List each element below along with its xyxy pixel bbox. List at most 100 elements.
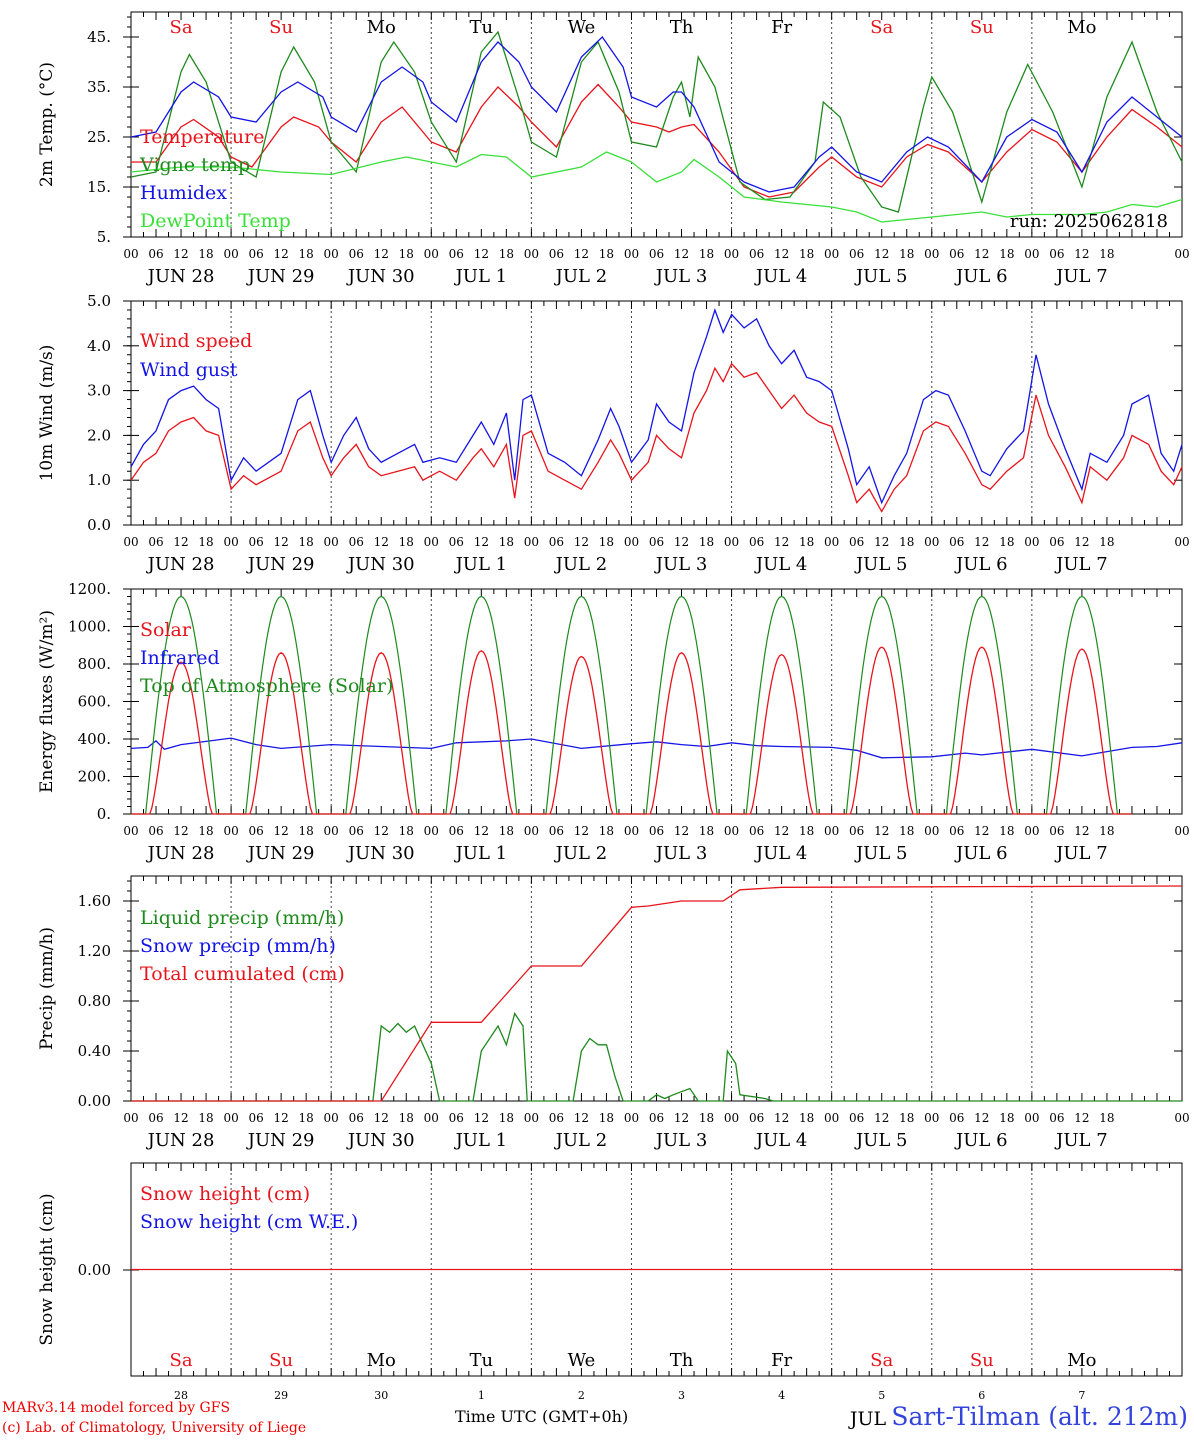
- hour-label: 06: [749, 247, 764, 261]
- hour-label: 12: [974, 535, 989, 549]
- hour-label: 06: [148, 824, 163, 838]
- day-name-bottom: Sa: [170, 1350, 193, 1371]
- day-number: 4: [778, 1389, 785, 1402]
- hour-label: 06: [148, 1111, 163, 1125]
- hour-label: 06: [349, 1111, 364, 1125]
- date-label: JUN 28: [146, 1130, 215, 1151]
- hour-label: 12: [1074, 247, 1089, 261]
- hour-label: 06: [949, 824, 964, 838]
- day-number: 28: [174, 1389, 188, 1402]
- hour-label: 00: [1174, 824, 1189, 838]
- legend-entry: Snow height (cm): [140, 1183, 310, 1205]
- y-tick-label: 0.0: [87, 516, 111, 534]
- hour-label: 00: [424, 824, 439, 838]
- hour-label: 06: [148, 535, 163, 549]
- day-number: 5: [878, 1389, 885, 1402]
- hour-label: 12: [674, 824, 689, 838]
- hour-label: 12: [1074, 535, 1089, 549]
- station-name: Sart-Tilman (alt. 212m): [891, 1402, 1188, 1431]
- hour-label: 06: [749, 1111, 764, 1125]
- hour-label: 00: [324, 535, 339, 549]
- hour-label: 06: [449, 824, 464, 838]
- series-dewpoint-temp: [130, 151, 1183, 223]
- series-humidex: [130, 36, 1183, 193]
- hour-label: 18: [799, 824, 814, 838]
- hour-label: 12: [974, 1111, 989, 1125]
- hour-label: 18: [699, 1111, 714, 1125]
- date-label: JUN 29: [246, 266, 315, 287]
- hour-label: 00: [223, 535, 238, 549]
- hour-label: 18: [899, 535, 914, 549]
- panel-frame-2: [130, 300, 1183, 526]
- y-tick-label: 200.: [78, 768, 111, 786]
- day-name-top: Mo: [367, 17, 396, 38]
- date-label: JUN 28: [146, 843, 215, 864]
- hour-label: 18: [499, 1111, 514, 1125]
- hour-label: 00: [424, 247, 439, 261]
- hour-label: 12: [974, 824, 989, 838]
- y-tick-label: 0.40: [78, 1042, 111, 1060]
- hour-label: 06: [949, 535, 964, 549]
- legend-entry: Snow precip (mm/h): [140, 935, 336, 957]
- hour-label: 18: [198, 1111, 213, 1125]
- day-number: 2: [578, 1389, 585, 1402]
- hour-label: 00: [223, 824, 238, 838]
- day-number: 6: [978, 1389, 985, 1402]
- hour-label: 18: [599, 535, 614, 549]
- hour-label: 06: [849, 824, 864, 838]
- date-label: JUL 4: [754, 266, 808, 287]
- date-label: JUL 5: [854, 843, 908, 864]
- day-name-top: Sa: [870, 17, 893, 38]
- hour-label: 06: [1049, 535, 1064, 549]
- hour-label: 12: [474, 1111, 489, 1125]
- date-label: JUN 30: [346, 843, 415, 864]
- hour-label: 18: [198, 247, 213, 261]
- hour-label: 18: [198, 535, 213, 549]
- hour-label: 18: [499, 247, 514, 261]
- series-total-cumulated-cm-: [131, 885, 1183, 1102]
- overlap-label: JUL: [848, 1408, 887, 1430]
- date-label: JUL 1: [454, 843, 508, 864]
- hour-label: 12: [574, 824, 589, 838]
- hour-label: 12: [674, 1111, 689, 1125]
- hour-label: 06: [148, 247, 163, 261]
- hour-label: 00: [524, 1111, 539, 1125]
- hour-label: 00: [123, 824, 138, 838]
- hour-label: 12: [574, 1111, 589, 1125]
- y-tick-label: 800.: [78, 655, 111, 673]
- hour-label: 00: [1024, 824, 1039, 838]
- hour-label: 00: [924, 535, 939, 549]
- legend-entry: Temperature: [140, 126, 264, 148]
- hour-label: 18: [399, 247, 414, 261]
- hour-label: 12: [774, 535, 789, 549]
- day-name-bottom: Su: [970, 1350, 994, 1371]
- hour-label: 18: [299, 824, 314, 838]
- hour-label: 18: [399, 824, 414, 838]
- day-number: 7: [1078, 1389, 1085, 1402]
- date-label: JUL 2: [554, 554, 608, 575]
- date-label: JUN 29: [246, 1130, 315, 1151]
- y-tick-label: 1200.: [68, 580, 111, 598]
- date-label: JUL 3: [654, 1130, 708, 1151]
- date-label: JUL 5: [854, 266, 908, 287]
- series-wind-speed: [130, 362, 1183, 513]
- day-name-top: Fr: [771, 17, 792, 38]
- date-label: JUN 30: [346, 266, 415, 287]
- y-axis-title: 10m Wind (m/s): [37, 345, 57, 482]
- hour-label: 06: [849, 1111, 864, 1125]
- hour-label: 00: [1024, 247, 1039, 261]
- series-infrared: [130, 737, 1183, 759]
- hour-label: 06: [449, 535, 464, 549]
- series-wind-gust: [130, 307, 1183, 505]
- date-label: JUL 1: [454, 1130, 508, 1151]
- day-name-top: Su: [970, 17, 994, 38]
- hour-label: 12: [274, 247, 289, 261]
- y-tick-label: 4.0: [87, 337, 111, 355]
- hour-label: 12: [774, 1111, 789, 1125]
- day-name-bottom: We: [568, 1350, 596, 1371]
- hour-label: 18: [999, 1111, 1014, 1125]
- hour-label: 00: [1174, 535, 1189, 549]
- hour-label: 00: [524, 247, 539, 261]
- hour-label: 00: [924, 1111, 939, 1125]
- day-name-bottom: Sa: [870, 1350, 893, 1371]
